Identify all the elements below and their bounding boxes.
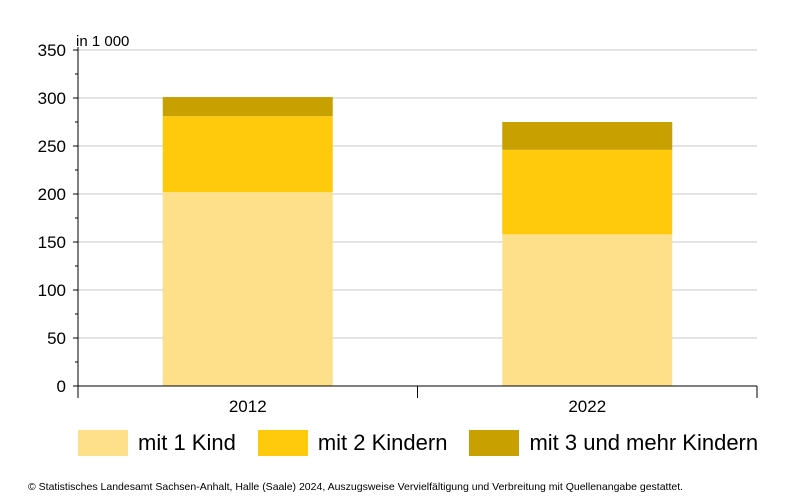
y-tick-label-300: 300: [38, 89, 66, 108]
legend-item-series-1: mit 1 Kind: [78, 430, 236, 456]
y-tick-label-250: 250: [38, 137, 66, 156]
unit-label: in 1 000: [76, 33, 129, 50]
bar-2022-series-3: [502, 122, 673, 150]
legend-item-series-2: mit 2 Kindern: [257, 430, 448, 456]
bar-2012-series-3: [162, 97, 333, 117]
y-tick-label-0: 0: [57, 377, 66, 396]
y-tick-label-350: 350: [38, 41, 66, 60]
y-tick-label-50: 50: [47, 329, 66, 348]
bars: [162, 97, 673, 386]
legend-swatch-series-1: [78, 430, 128, 456]
y-tick-label-200: 200: [38, 185, 66, 204]
bar-2012-series-2: [162, 116, 333, 193]
y-tick-label-150: 150: [38, 233, 66, 252]
stacked-bar-chart: 0 50 100 150 200 250 300 350 2012 2022 in 1 000: [38, 33, 758, 416]
x-tick-label-2022: 2022: [568, 397, 606, 416]
legend-swatch-series-2: [257, 430, 308, 456]
source-footer: © Statistisches Landesamt Sachsen-Anhalt…: [28, 481, 684, 493]
tick-labels: 0 50 100 150 200 250 300 350 2012 2022: [38, 41, 607, 416]
legend-swatch-series-3: [469, 430, 520, 456]
y-tick-label-100: 100: [38, 281, 66, 300]
legend-item-series-3: mit 3 und mehr Kindern: [469, 430, 758, 456]
x-tick-label-2012: 2012: [229, 397, 267, 416]
legend: mit 1 Kind mit 2 Kindern mit 3 und mehr …: [78, 430, 780, 456]
legend-label-series-2: mit 2 Kindern: [317, 430, 448, 455]
legend-label-series-3: mit 3 und mehr Kindern: [529, 430, 759, 455]
bar-2022-series-1: [502, 234, 673, 386]
axes: [73, 47, 758, 398]
legend-label-series-1: mit 1 Kind: [138, 430, 236, 455]
bar-2012-series-1: [162, 192, 333, 386]
bar-2022-series-2: [502, 149, 673, 235]
